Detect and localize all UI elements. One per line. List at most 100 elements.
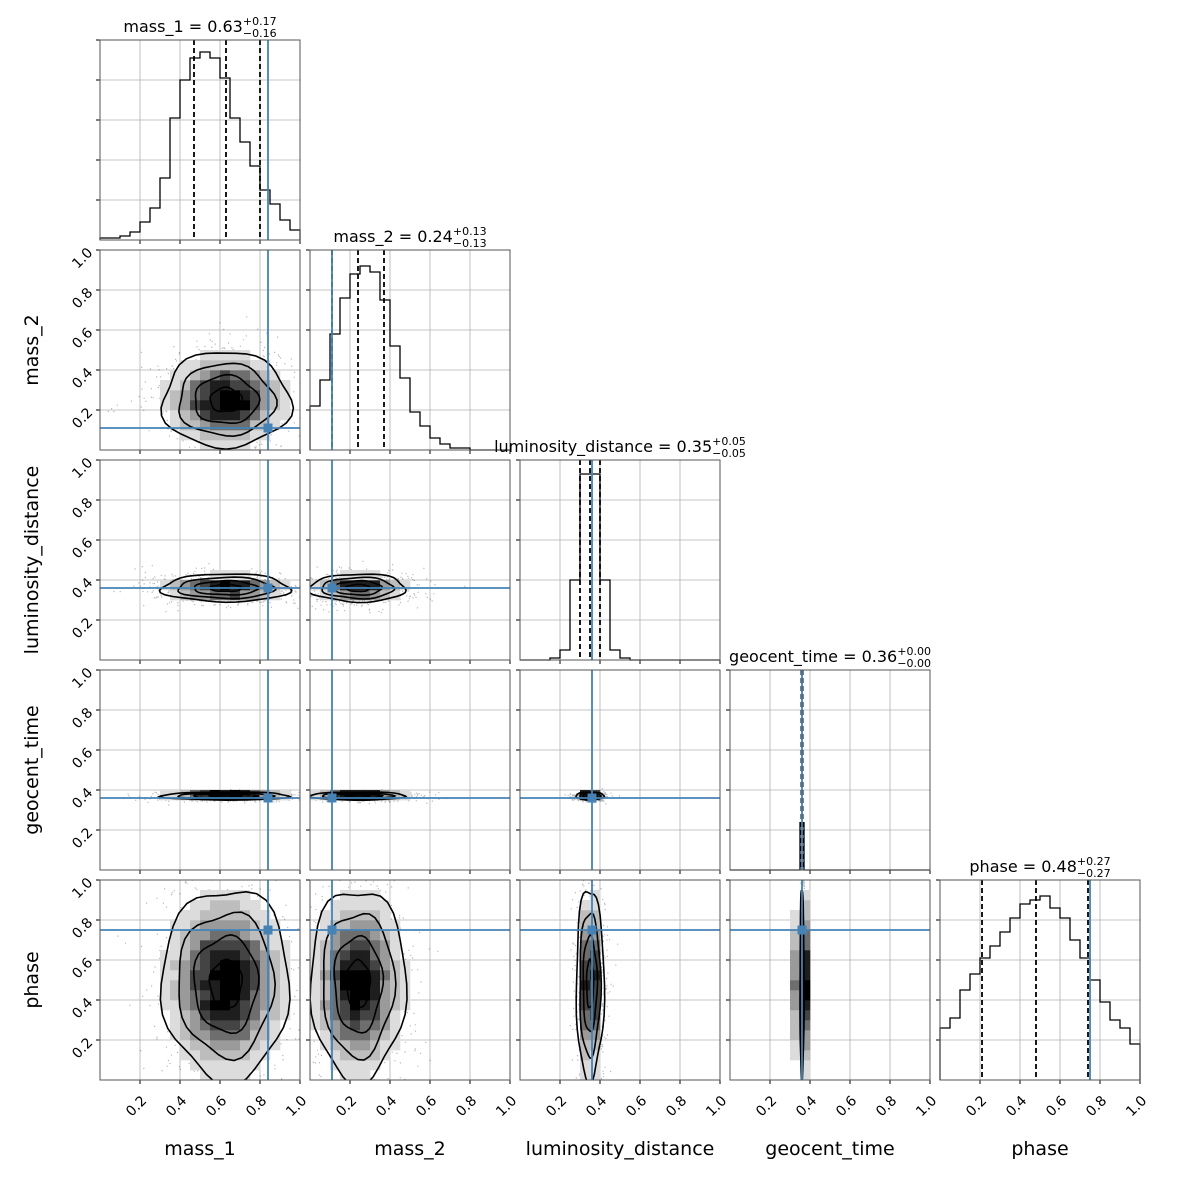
density-cell xyxy=(190,400,201,411)
density-cell xyxy=(190,1000,201,1011)
density-cell xyxy=(200,1070,211,1080)
density-cell xyxy=(220,380,231,391)
density-cell xyxy=(250,980,261,991)
density-cell xyxy=(190,430,201,441)
contour-line xyxy=(160,352,295,450)
contour-line xyxy=(343,794,372,798)
sample-points xyxy=(310,880,439,1080)
density-cell xyxy=(330,950,341,961)
density-cell xyxy=(190,420,201,431)
density-cell xyxy=(590,1050,601,1061)
density-cell xyxy=(240,590,251,601)
density-cell xyxy=(370,950,381,961)
contour-line xyxy=(579,912,603,1059)
density-cell xyxy=(310,960,321,971)
density-cell xyxy=(380,790,391,801)
density-cell xyxy=(200,940,211,951)
density-cell xyxy=(790,930,801,941)
density-cell xyxy=(380,900,391,911)
density-cell xyxy=(220,990,231,1001)
density-cell xyxy=(210,940,221,951)
density-cell xyxy=(220,1040,231,1051)
density-cell xyxy=(220,580,231,591)
panel-frame xyxy=(519,669,721,871)
density-cell xyxy=(220,950,231,961)
density-cell xyxy=(310,1000,321,1011)
density-cell xyxy=(250,1030,261,1041)
title-minus: −0.27 xyxy=(1077,867,1111,880)
density-cell xyxy=(360,1020,371,1031)
density-cell xyxy=(360,1050,371,1061)
density-cell xyxy=(200,370,211,381)
density-cell xyxy=(370,1050,381,1061)
density-cell xyxy=(280,390,291,401)
density-cell xyxy=(200,360,211,371)
y-tick-label: 0.4 xyxy=(69,365,96,392)
density-cell xyxy=(400,580,411,591)
density-cell xyxy=(310,790,321,801)
density-cell xyxy=(580,990,591,1001)
density-cell xyxy=(790,1000,801,1011)
density-cell xyxy=(200,1000,211,1011)
density-cell xyxy=(190,910,201,921)
density-cell xyxy=(360,570,371,581)
density-cell xyxy=(280,1000,291,1011)
density-cell xyxy=(230,950,241,961)
density-cell xyxy=(180,960,191,971)
panel-frame xyxy=(729,669,931,871)
density-cell xyxy=(260,970,271,981)
density-cell xyxy=(320,950,331,961)
density-cell xyxy=(210,390,221,401)
density-cell xyxy=(190,940,201,951)
density-cell xyxy=(270,580,281,591)
y-tick-label: 1.0 xyxy=(69,665,96,692)
density-cell xyxy=(340,1030,351,1041)
density-cell xyxy=(800,1020,811,1031)
y-tick-label: 0.8 xyxy=(69,705,96,732)
truth-marker xyxy=(263,583,273,593)
density-cell xyxy=(320,970,331,981)
density-cell xyxy=(210,370,221,381)
density-cell xyxy=(250,1020,261,1031)
density-cell xyxy=(370,1040,381,1051)
density-cell xyxy=(360,910,371,921)
density-cell xyxy=(280,950,291,961)
density-cell xyxy=(360,980,371,991)
density-cell xyxy=(210,1030,221,1041)
contour-line xyxy=(178,911,277,1062)
y-tick-label: 0.6 xyxy=(69,745,96,772)
title-plus: +0.17 xyxy=(243,15,277,28)
density-cell xyxy=(350,940,361,951)
density-cell xyxy=(250,420,261,431)
x-axis-label-mass_2: mass_2 xyxy=(374,1138,446,1160)
panel-frame xyxy=(939,879,1141,1081)
density-cell xyxy=(580,980,591,991)
density-cell xyxy=(350,1030,361,1041)
density-cell xyxy=(270,1030,281,1041)
density-cell xyxy=(170,1000,181,1011)
density-cell xyxy=(190,410,201,421)
density-cell xyxy=(210,980,221,991)
density-cell xyxy=(340,1000,351,1011)
density-cell xyxy=(260,370,271,381)
density-cell xyxy=(210,410,221,421)
panel-bg xyxy=(730,670,930,870)
density-cell xyxy=(800,940,811,951)
title-minus: −0.16 xyxy=(243,27,277,40)
density-cell xyxy=(180,420,191,431)
title-main: geocent_time = 0.36 xyxy=(729,647,897,667)
density-cell xyxy=(350,1000,361,1011)
density-cell xyxy=(580,950,591,961)
truth-marker xyxy=(587,793,597,803)
density-cell xyxy=(800,920,811,931)
density-cell xyxy=(590,970,601,981)
density-cell xyxy=(220,940,231,951)
density-cell xyxy=(200,890,211,901)
panel-bg xyxy=(940,880,1140,1080)
density-cell xyxy=(170,380,181,391)
x-axis-label-phase: phase xyxy=(1011,1138,1068,1160)
density-cell xyxy=(380,1030,391,1041)
pair-panel-mass_1-luminosity_distance xyxy=(96,459,301,664)
contour-line xyxy=(207,794,244,798)
